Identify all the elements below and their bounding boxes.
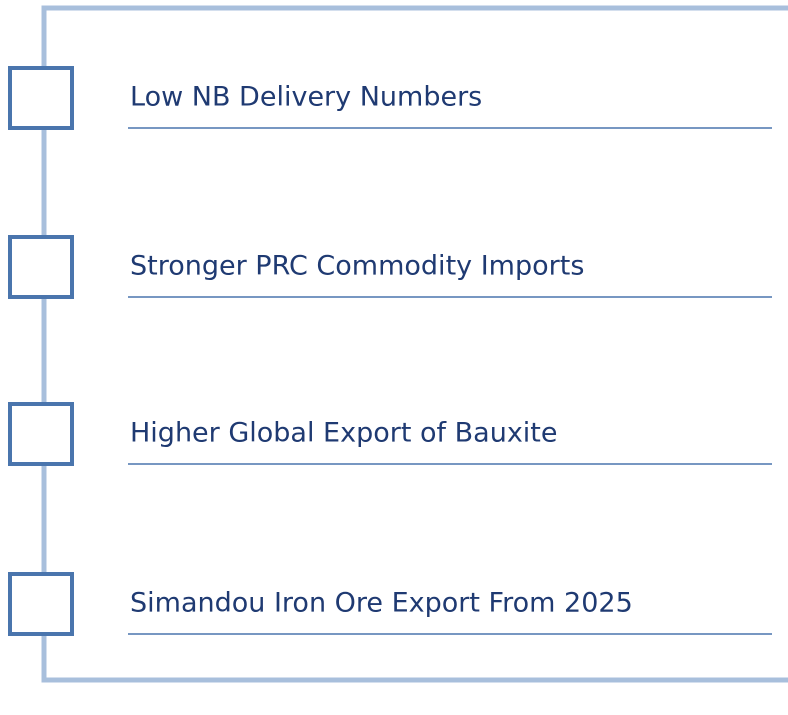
- item-label: Low NB Delivery Numbers: [130, 82, 482, 113]
- item-label: Simandou Iron Ore Export From 2025: [130, 588, 633, 619]
- checkbox: [8, 402, 74, 466]
- item-label: Stronger PRC Commodity Imports: [130, 251, 584, 282]
- checkbox: [8, 235, 74, 299]
- checkbox: [8, 66, 74, 130]
- item-label: Higher Global Export of Bauxite: [130, 418, 558, 449]
- frame: [41, 5, 788, 683]
- checkbox: [8, 572, 74, 636]
